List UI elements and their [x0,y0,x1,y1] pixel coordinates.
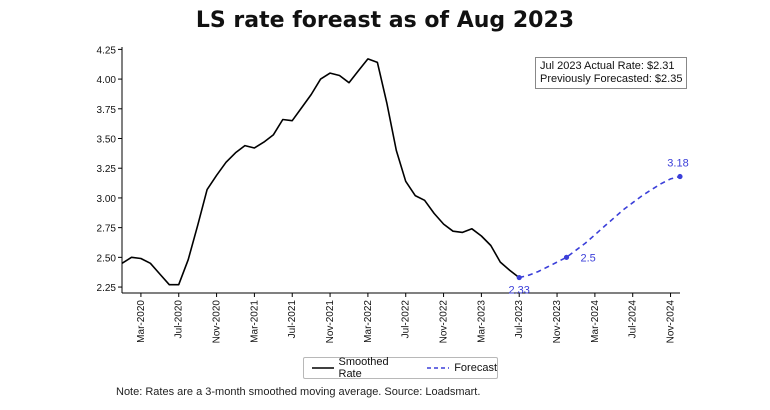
x-tick-label: Nov-2024 [666,300,677,344]
x-tick-label: Mar-2024 [590,300,601,343]
forecast-data-label: 2.33 [509,285,530,297]
x-tick-label: Mar-2021 [249,300,260,343]
series-line-forecast [519,175,681,279]
legend-label-forecast: Forecast [454,362,497,374]
legend-swatch-dashed [427,367,450,369]
x-tick-label: Mar-2023 [476,300,487,343]
footnote: Note: Rates are a 3-month smoothed movin… [116,386,481,398]
x-tick-label: Jul-2021 [287,300,298,339]
y-tick-label: 3.00 [97,194,117,205]
forecast-point [677,173,683,180]
legend-label-smoothed-rate: Smoothed Rate [338,356,389,380]
y-tick-label: 2.25 [97,283,117,294]
forecast-point [516,274,522,281]
x-tick-label: Jul-2020 [174,300,185,339]
x-tick-label: Nov-2023 [552,300,563,344]
x-tick-label: Nov-2021 [325,300,336,344]
legend: Smoothed Rate Forecast [303,356,498,380]
forecast-data-label: 2.5 [581,252,596,264]
legend-entry-forecast: Forecast [427,362,497,374]
x-tick-label: Mar-2020 [136,300,147,343]
series-line-smoothed-rate [121,58,520,286]
x-tick-label: Mar-2022 [363,300,374,343]
x-tick-label: Nov-2022 [439,300,450,344]
legend-entry-smoothed-rate: Smoothed Rate [312,356,413,380]
annotation-line-actual: Jul 2023 Actual Rate: $2.31 [540,60,675,72]
y-tick-label: 3.50 [97,135,117,146]
y-tick-label: 4.00 [97,75,117,86]
y-tick-label: 4.25 [97,45,117,56]
x-tick-label: Jul-2022 [401,300,412,339]
y-tick-label: 3.25 [97,164,117,175]
x-tick-label: Jul-2024 [628,300,639,339]
annotation-box: Jul 2023 Actual Rate: $2.31 Previously F… [535,57,688,89]
annotation-line-forecasted: Previously Forecasted: $2.35 [540,73,683,85]
y-tick-label: 2.75 [97,224,117,235]
x-tick-label: Jul-2023 [514,300,525,339]
y-tick-label: 2.50 [97,253,117,264]
chart-title: LS rate foreast as of Aug 2023 [195,8,575,33]
legend-swatch-solid [312,367,334,369]
forecast-data-label: 3.18 [667,158,688,170]
y-tick-label: 3.75 [97,105,117,116]
forecast-point [563,254,570,260]
x-tick-label: Nov-2020 [212,300,223,344]
